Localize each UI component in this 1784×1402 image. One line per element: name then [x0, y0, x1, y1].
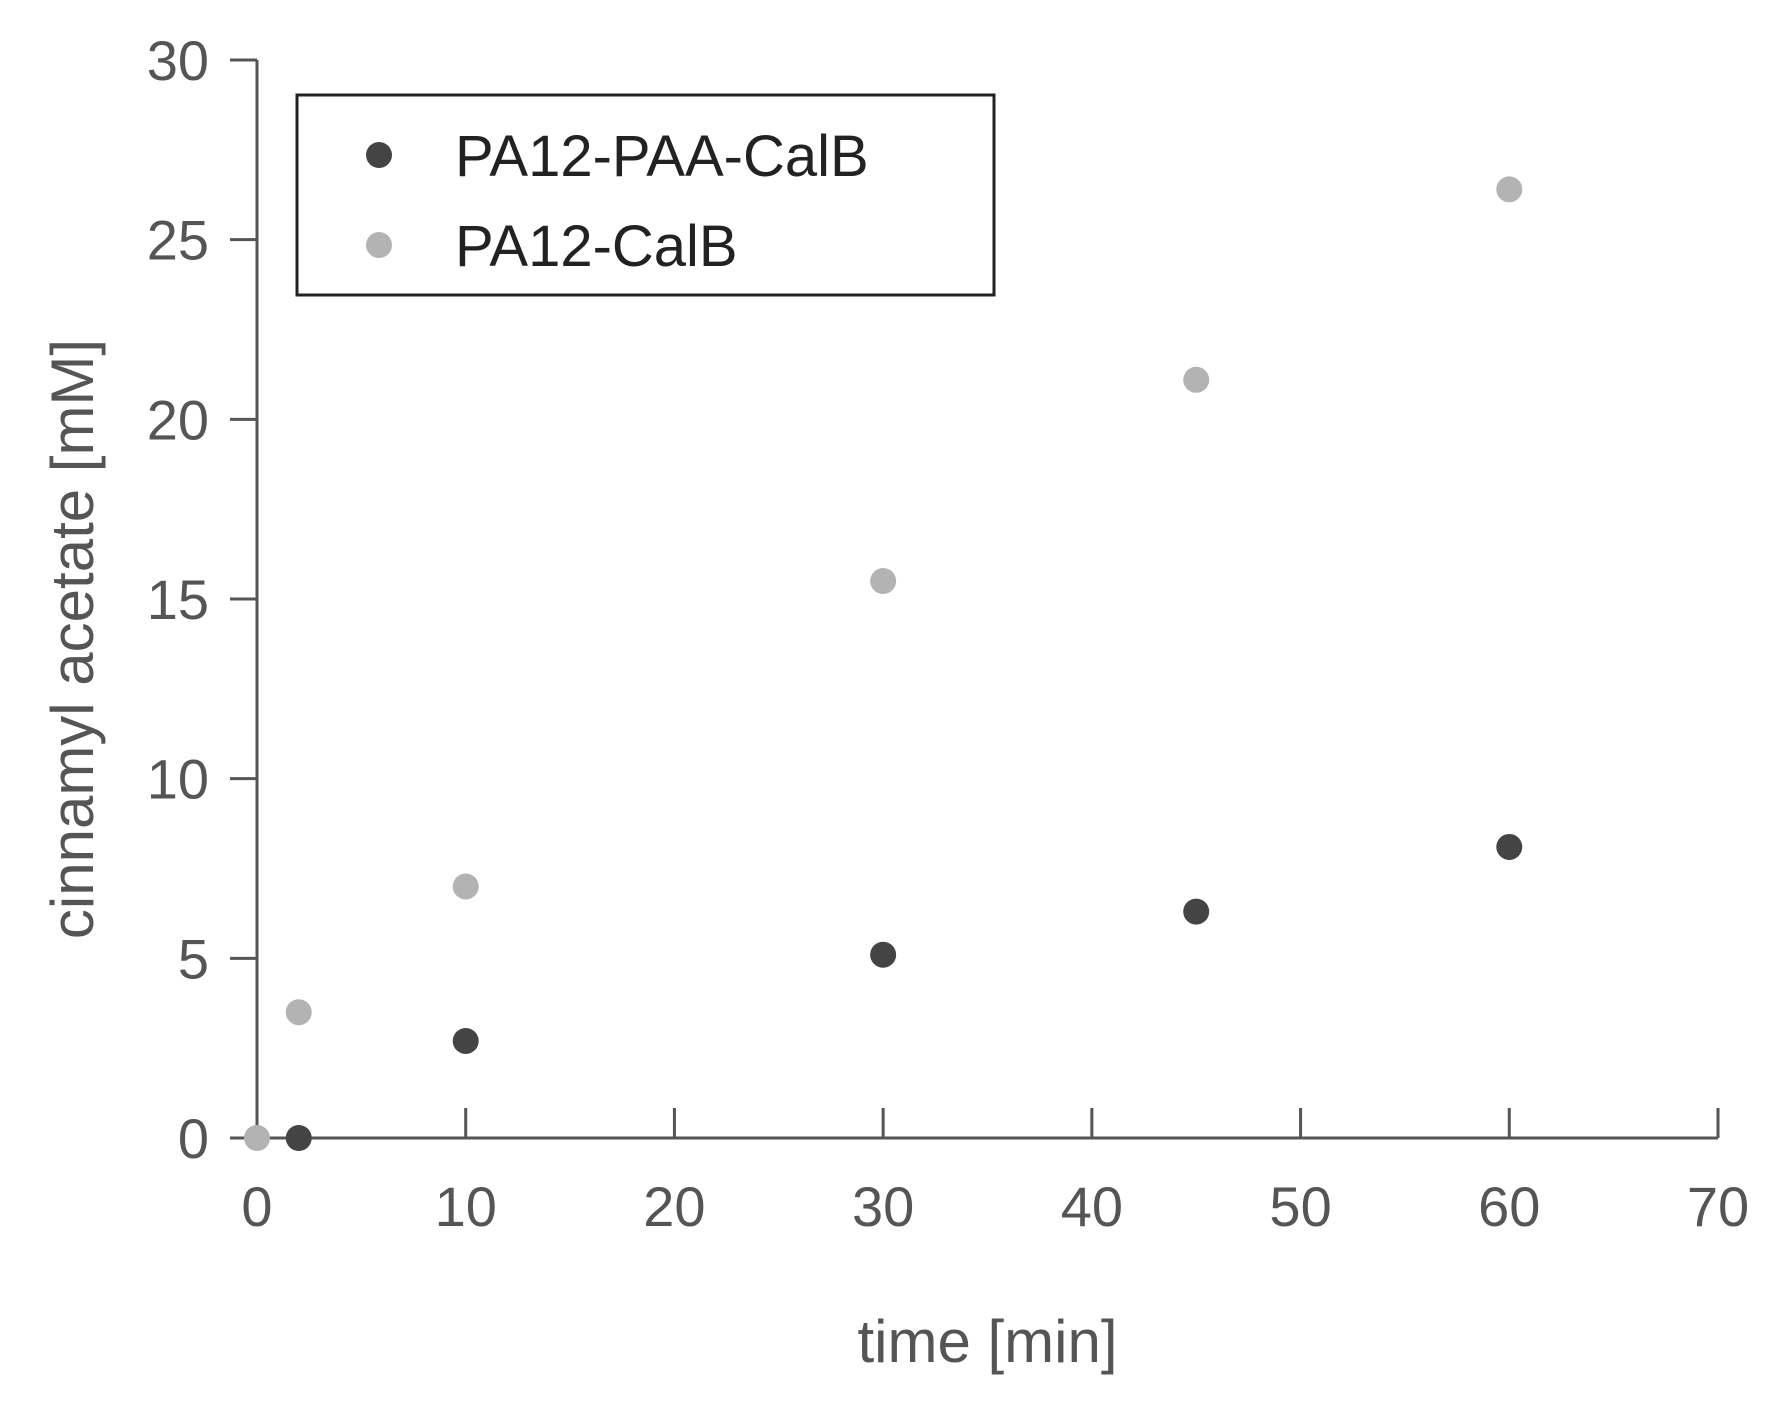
legend-label: PA12-PAA-CalB — [455, 124, 869, 189]
x-tick-label: 50 — [1269, 1175, 1331, 1238]
y-ticks: 0 5 10 15 20 25 30 — [147, 29, 257, 1170]
y-tick-label: 10 — [147, 748, 209, 811]
data-point-pa12-paa-calb — [870, 941, 897, 968]
axes: 0 10 20 30 40 50 60 70 0 5 10 15 20 25 30 — [147, 29, 1749, 1238]
legend-marker — [366, 232, 392, 258]
x-tick-label: 10 — [435, 1175, 497, 1238]
x-tick-label: 20 — [643, 1175, 705, 1238]
data-point-pa12-calb — [244, 1125, 270, 1151]
data-point-pa12-paa-calb — [452, 1027, 479, 1054]
x-ticks: 0 10 20 30 40 50 60 70 — [241, 1108, 1749, 1238]
legend-box — [295, 93, 996, 297]
x-tick-label: 40 — [1061, 1175, 1123, 1238]
data-point-pa12-calb — [452, 873, 479, 900]
data-point-pa12-paa-calb — [1183, 898, 1210, 925]
y-tick-label: 20 — [147, 388, 209, 451]
legend: PA12-PAA-CalB PA12-CalB — [295, 93, 996, 297]
y-tick-label: 5 — [178, 927, 209, 990]
data-point-pa12-calb — [870, 568, 897, 595]
y-tick-label: 0 — [178, 1107, 209, 1170]
legend-marker — [366, 142, 392, 168]
y-tick-label: 15 — [147, 568, 209, 631]
y-tick-label: 25 — [147, 209, 209, 272]
x-tick-label: 70 — [1687, 1175, 1749, 1238]
x-axis-title: time [min] — [857, 1308, 1117, 1375]
legend-label: PA12-CalB — [455, 214, 738, 279]
data-points — [244, 176, 1523, 1151]
x-tick-label: 30 — [852, 1175, 914, 1238]
data-point-pa12-calb — [1183, 366, 1210, 393]
data-point-pa12-paa-calb — [285, 1125, 312, 1151]
data-point-pa12-calb — [1496, 176, 1523, 203]
x-tick-label: 0 — [241, 1175, 272, 1238]
x-tick-label: 60 — [1478, 1175, 1540, 1238]
y-axis-title: cinnamyl acetate [mM] — [39, 339, 106, 939]
y-tick-label: 30 — [147, 29, 209, 92]
data-point-pa12-calb — [285, 999, 312, 1026]
data-point-pa12-paa-calb — [1496, 833, 1523, 860]
